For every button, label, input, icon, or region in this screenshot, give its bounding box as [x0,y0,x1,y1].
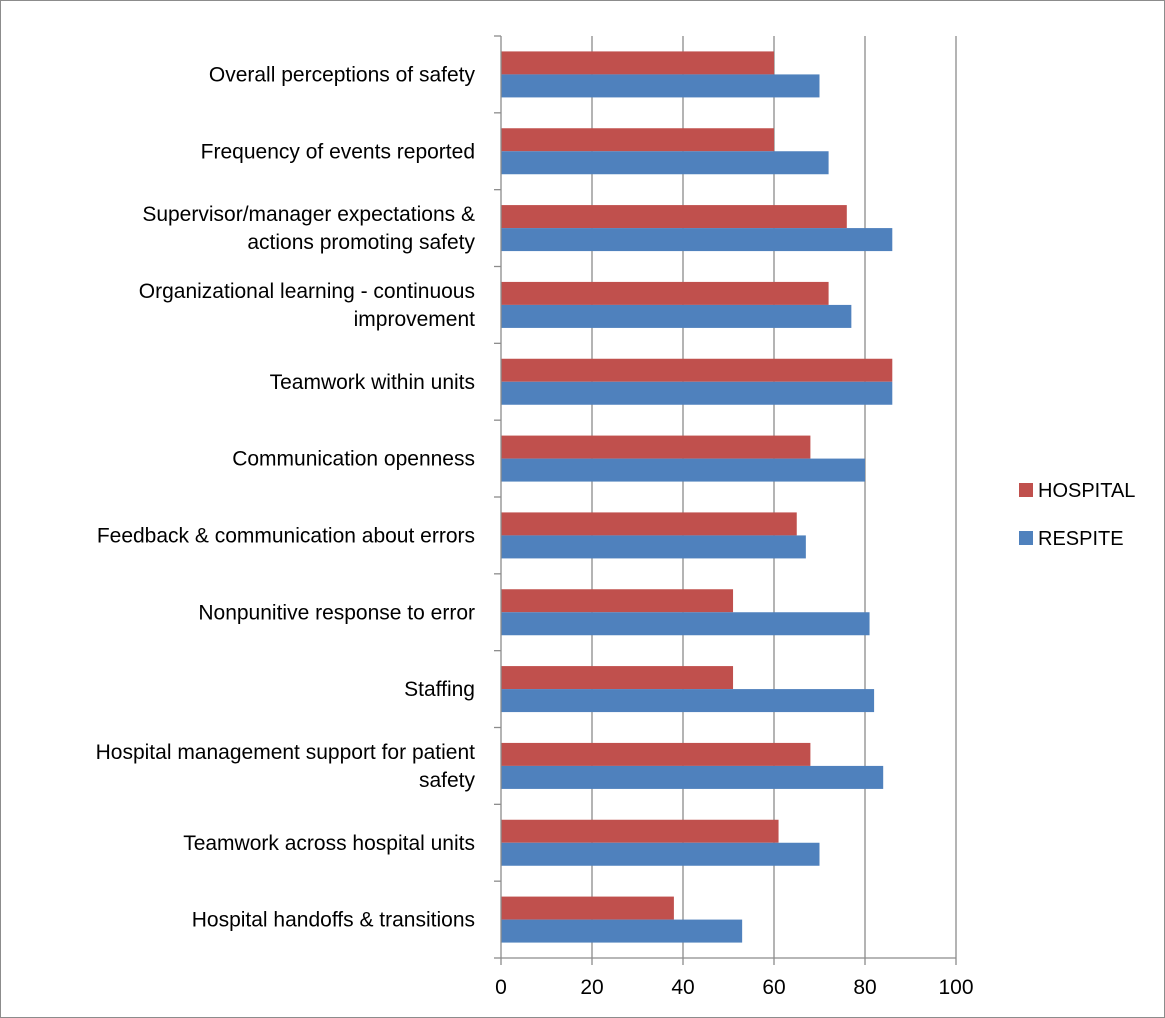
legend-swatch-respite [1019,531,1033,545]
bar-hospital-8 [501,666,734,690]
category-label-9: Hospital management support for patient s… [96,741,476,792]
bar-respite-3 [501,304,852,328]
legend-label-respite: RESPITE [1038,528,1124,550]
x-tick-labels: 0 20 40 60 80 100 [495,976,973,999]
legend-label-hospital: HOSPITAL [1038,480,1135,502]
bar-hospital-9 [501,742,811,766]
legend: HOSPITAL RESPITE [1019,480,1135,550]
bar-respite-6 [501,535,806,559]
x-tick-label-40: 40 [671,976,694,999]
category-label-7: Nonpunitive response to error [198,601,475,624]
category-label-11: Hospital handoffs & transitions [192,909,475,932]
bar-hospital-3 [501,281,829,305]
bar-respite-11 [501,919,743,943]
bar-hospital-6 [501,512,797,536]
legend-swatch-hospital [1019,483,1033,497]
gridlines [591,36,957,958]
bar-respite-5 [501,458,865,482]
category-label-4: Teamwork within units [270,371,475,394]
category-label-0: Overall perceptions of safety [209,63,476,86]
x-tick-label-100: 100 [938,976,973,999]
bar-hospital-7 [501,589,734,613]
bar-respite-7 [501,612,870,636]
bar-respite-9 [501,765,884,789]
category-label-6: Feedback & communication about errors [97,524,475,547]
category-label-2: Supervisor/manager expectations & actions… [142,203,475,254]
x-tick-label-0: 0 [495,976,507,999]
bar-respite-2 [501,228,893,252]
x-tick-label-80: 80 [853,976,876,999]
bar-hospital-4 [501,358,893,382]
bar-respite-1 [501,151,829,175]
x-tick-label-20: 20 [580,976,603,999]
bar-respite-8 [501,689,875,713]
category-label-5: Communication openness [232,448,475,471]
category-label-10: Teamwork across hospital units [183,832,475,855]
bar-respite-0 [501,74,820,98]
category-labels: Overall perceptions of safety Frequency o… [96,63,476,931]
category-label-1: Frequency of events reported [201,140,475,163]
bar-hospital-5 [501,435,811,459]
bar-respite-10 [501,842,820,866]
x-tick-label-60: 60 [762,976,785,999]
category-label-3: Organizational learning - continuous impr… [139,280,475,331]
bar-hospital-0 [501,51,774,75]
axes [494,35,957,965]
bar-hospital-2 [501,205,847,229]
bar-hospital-11 [501,896,674,920]
bar-respite-4 [501,381,893,405]
bars [501,51,893,943]
category-label-8: Staffing [404,678,475,701]
bar-hospital-1 [501,128,774,152]
bar-hospital-10 [501,819,779,843]
